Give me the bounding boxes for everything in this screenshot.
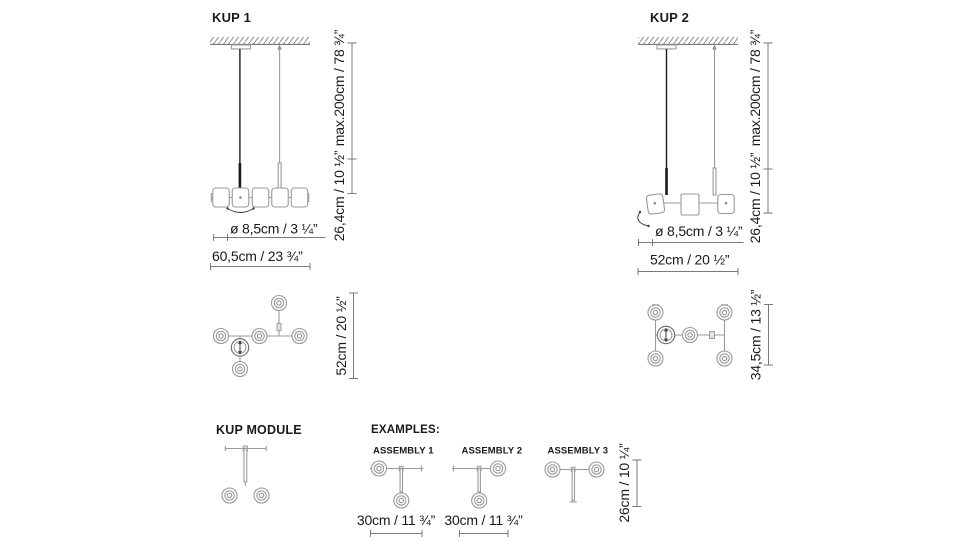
stem-coupler (709, 331, 715, 339)
rod-arrow-icon (277, 44, 282, 50)
cup-pivot-dot (653, 201, 657, 205)
examples-title: EXAMPLES: (371, 424, 440, 436)
rod-sleeve-dark (238, 163, 242, 189)
cup-top-view (393, 492, 410, 509)
rotating-cup-top-view (656, 325, 676, 345)
kup2-title: KUP 2 (650, 10, 689, 25)
cup-pivot-dot (724, 201, 728, 205)
rod-sleeve-dark (665, 168, 668, 195)
cup-pivot-dot (239, 196, 242, 199)
assembly-3: ASSEMBLY 3 26cm / 10 ¼” (544, 443, 642, 523)
kup1-vertical-dimension: max.200cm / 78 ¾” 26,4cm / 10 ½” (331, 29, 357, 241)
kup2-width-dimension: 52cm / 20 ½” (637, 252, 739, 275)
cup-top-view (588, 461, 605, 478)
kup2-side-view: KUP 2 max.200cm / 78 ¾” 26,4cm / 10 ½” (637, 10, 773, 275)
cup-top-view (291, 327, 308, 345)
kup2-topview-dimension: 34,5cm / 13 ½” (748, 289, 773, 380)
cup-top-view (251, 327, 268, 345)
examples-section: EXAMPLES: ASSEMBLY 1 30cm / 11 ¾” ASSEMB… (357, 424, 642, 537)
kup1-max-height-label: max.200cm / 78 ¾” (331, 29, 347, 146)
cup-top-view (681, 326, 699, 344)
ceiling-hatch (210, 37, 310, 44)
kup2-topview-depth-label: 34,5cm / 13 ½” (748, 289, 764, 380)
assembly-1-width-label: 30cm / 11 ¾” (357, 512, 436, 528)
kup1-diameter-dimension: ø 8,5cm / 3 ¼” (213, 221, 326, 241)
ceiling-hatch (638, 37, 738, 44)
assembly-2: ASSEMBLY 2 30cm / 11 ¾” (444, 446, 523, 537)
kup2-width-label: 52cm / 20 ½” (650, 252, 730, 268)
kup2-diameter-dimension: ø 8,5cm / 3 ¼” (638, 223, 744, 246)
kup1-side-view: KUP 1 max.200cm / 78 ¾” 26,4cm / 10 ½” (210, 10, 357, 270)
cup-side (290, 187, 309, 208)
kup1-topview-depth-label: 52cm / 20 ½” (333, 296, 349, 376)
cup-top-view (489, 460, 507, 477)
arc-end-dot (226, 207, 229, 210)
arc-end-dot (252, 207, 255, 210)
kup1-top-view: 52cm / 20 ½” (212, 292, 358, 379)
rotation-arrow-icon (637, 211, 649, 227)
kup1-title: KUP 1 (212, 10, 251, 25)
ceiling-canopy (656, 44, 677, 50)
assembly-2-label: ASSEMBLY 2 (462, 446, 523, 457)
cup-top-view (221, 487, 238, 504)
arc-end-dot (638, 210, 642, 214)
assembly-1: ASSEMBLY 1 30cm / 11 ¾” (357, 446, 436, 537)
stem-coupler (276, 323, 282, 331)
kup1-topview-dimension: 52cm / 20 ½” (333, 292, 358, 379)
assembly-2-width-label: 30cm / 11 ¾” (444, 512, 523, 528)
cup-top-view (370, 460, 388, 477)
cup-top-view (716, 304, 733, 321)
cup-top-view (544, 461, 561, 478)
assembly-stem (477, 467, 481, 493)
kup-module-title: KUP MODULE (216, 423, 302, 437)
assembly-1-label: ASSEMBLY 1 (373, 446, 434, 457)
ceiling-canopy (230, 44, 252, 50)
rod-sleeve-light (712, 167, 717, 196)
cup-top-view (212, 327, 230, 345)
cup-side (251, 187, 270, 208)
cup-side (212, 187, 230, 208)
assembly-3-label: ASSEMBLY 3 (548, 446, 609, 457)
assembly-stem (399, 467, 404, 493)
kup1-diameter-label: ø 8,5cm / 3 ¼” (230, 221, 318, 237)
cup-side (271, 187, 289, 208)
cup-top-view (231, 360, 249, 378)
cup-top-view (716, 350, 733, 367)
rotation-arrow-icon (227, 208, 254, 213)
rod-sleeve-light (277, 162, 282, 190)
kup-module: KUP MODULE (216, 423, 302, 504)
kup2-fixture-height-label: 26,4cm / 10 ½” (747, 152, 763, 243)
rotating-cup-top-view (230, 338, 250, 357)
assembly-stem (571, 468, 576, 502)
cup-top-view (647, 304, 664, 321)
rod-arrow-icon (712, 44, 717, 50)
arc-end-dot (647, 224, 650, 228)
kup1-width-dimension: 60,5cm / 23 ¾” (210, 248, 311, 270)
cup-top-view (253, 487, 270, 504)
kup2-max-height-label: max.200cm / 78 ¾” (747, 29, 763, 146)
cup-top-view (270, 294, 288, 312)
kup1-width-label: 60,5cm / 23 ¾” (212, 248, 303, 264)
cup-center-box (680, 193, 700, 216)
cup-top-view (647, 350, 664, 367)
kup2-diameter-label: ø 8,5cm / 3 ¼” (655, 223, 743, 239)
assembly-3-height-label: 26cm / 10 ¼” (616, 443, 632, 523)
cup-top-view (471, 492, 488, 509)
kup1-fixture-height-label: 26,4cm / 10 ½” (331, 150, 347, 241)
kup2-vertical-dimension: max.200cm / 78 ¾” 26,4cm / 10 ½” (747, 29, 773, 243)
module-stem (243, 447, 248, 483)
kup2-top-view: 34,5cm / 13 ½” (647, 289, 773, 380)
